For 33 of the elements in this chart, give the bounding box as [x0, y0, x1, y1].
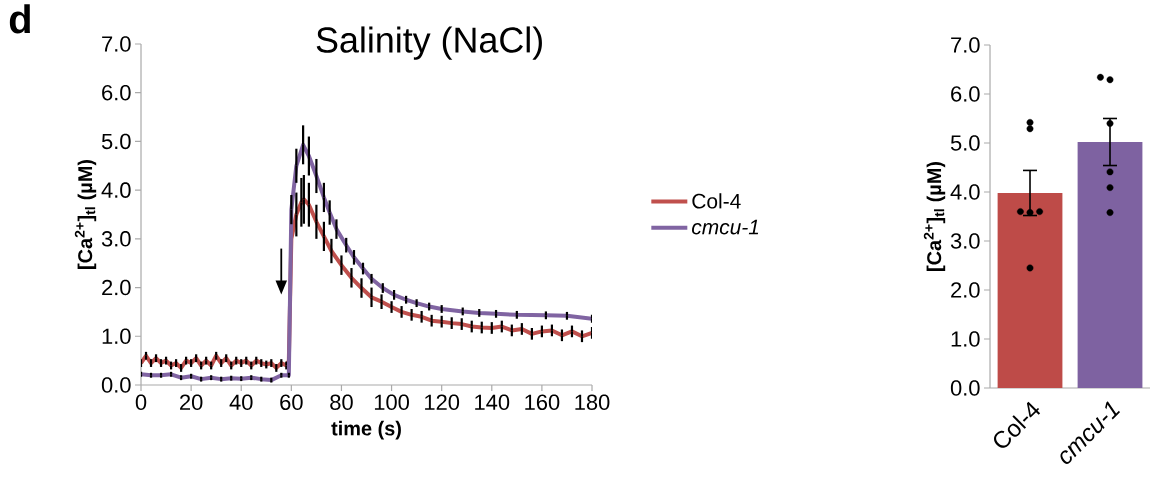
- y-tick-label: 4.0: [101, 182, 131, 198]
- x-tick-label: 100: [374, 394, 409, 411]
- y-axis-title: [Ca$^{2+}$]$_{tl}$ (µM): [74, 159, 97, 269]
- text: d: [9, 4, 30, 34]
- chart-title: Salinity (NaCl): [316, 26, 542, 60]
- y-axis-title: [Ca$^{2+}$]$_{tl}$ (µM): [923, 161, 946, 271]
- y-tick-label: 3.0: [950, 233, 980, 249]
- legend-label: cmcu-1: [692, 219, 759, 235]
- y-tick-label: 1.0: [102, 328, 131, 345]
- x-tick-label: 80: [330, 394, 353, 411]
- x-tick-label: 180: [575, 394, 610, 411]
- y-tick-label: 0.0: [950, 380, 980, 396]
- y-tick-label: 5.0: [101, 133, 131, 150]
- y-tick-label: 6.0: [102, 84, 131, 101]
- x-axis-title: time (s): [331, 420, 401, 440]
- y-tick-label: 2.0: [951, 282, 980, 298]
- y-tick-label: 7.0: [951, 37, 980, 53]
- y-tick-label: 1.0: [951, 331, 980, 347]
- x-tick-label: 0: [135, 394, 147, 411]
- x-tick-label: 40: [229, 394, 253, 411]
- y-tick-label: 5.0: [950, 135, 980, 151]
- y-tick-label: 2.0: [102, 279, 131, 296]
- legend-label: Col-4: [692, 193, 741, 209]
- x-tick-label: 120: [425, 394, 460, 411]
- x-tick-label: 60: [280, 394, 303, 411]
- x-tick-label: 140: [475, 394, 510, 411]
- x-tick-label: 160: [525, 394, 560, 411]
- x-tick-label: 20: [180, 394, 203, 411]
- y-tick-label: 4.0: [950, 184, 980, 200]
- y-tick-label: 7.0: [102, 36, 131, 52]
- y-tick-label: 0.0: [101, 377, 131, 393]
- y-tick-label: 6.0: [951, 86, 980, 102]
- y-tick-label: 3.0: [101, 231, 131, 247]
